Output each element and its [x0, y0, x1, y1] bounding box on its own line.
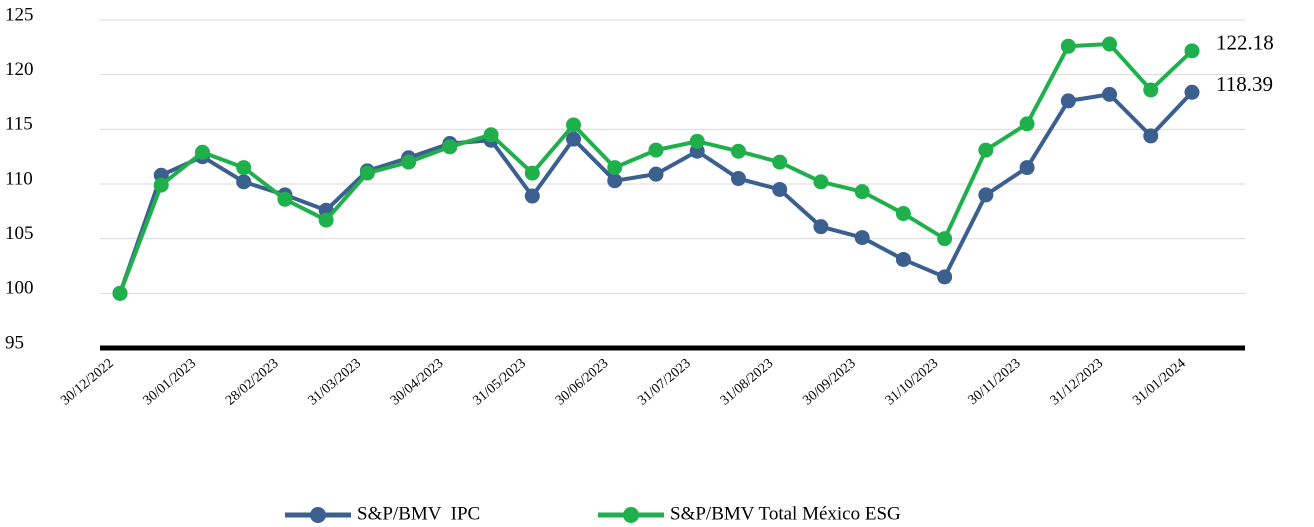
- data-point: [648, 142, 664, 158]
- x-tick-label: 31/12/2023: [1048, 356, 1107, 408]
- x-tick-label: 30/04/2023: [388, 356, 447, 408]
- data-point: [730, 171, 746, 187]
- y-tick-label: 125: [5, 4, 34, 25]
- data-point: [1102, 86, 1118, 102]
- x-tick-label: 28/02/2023: [223, 356, 282, 408]
- data-point: [359, 165, 375, 181]
- data-point: [524, 165, 540, 181]
- legend-label: S&P/BMV Total México ESG: [670, 503, 901, 524]
- data-point: [813, 219, 829, 235]
- data-point: [318, 212, 334, 228]
- x-tick-label: 30/01/2023: [141, 356, 200, 408]
- data-point: [401, 154, 417, 170]
- y-tick-label: 105: [5, 223, 34, 244]
- data-point: [112, 285, 128, 301]
- data-point: [772, 154, 788, 170]
- x-tick-label: 31/03/2023: [306, 356, 365, 408]
- data-point: [483, 127, 499, 143]
- data-point: [194, 144, 210, 160]
- data-point: [895, 251, 911, 267]
- data-point: [1184, 84, 1200, 100]
- data-point: [607, 173, 623, 189]
- data-point: [277, 191, 293, 207]
- data-point: [730, 143, 746, 159]
- x-tick-label: 30/12/2022: [58, 356, 117, 408]
- data-point: [607, 160, 623, 176]
- data-point: [1019, 116, 1035, 132]
- x-tick-label: 30/11/2023: [966, 356, 1024, 408]
- data-point: [1060, 93, 1076, 109]
- data-point: [772, 181, 788, 197]
- x-tick-label: 31/10/2023: [883, 356, 942, 408]
- data-point: [648, 166, 664, 182]
- y-tick-label: 100: [5, 278, 34, 299]
- data-point: [566, 117, 582, 133]
- data-point: [566, 131, 582, 147]
- y-tick-label: 115: [5, 114, 33, 135]
- data-point: [689, 133, 705, 149]
- data-point: [1143, 82, 1159, 98]
- data-point: [442, 139, 458, 155]
- data-point: [978, 187, 994, 203]
- data-point: [1184, 43, 1200, 59]
- data-point: [978, 142, 994, 158]
- data-point: [937, 269, 953, 285]
- data-label: 118.39: [1216, 72, 1273, 96]
- data-point: [1143, 128, 1159, 144]
- legend-label: S&P/BMV IPC: [357, 503, 480, 524]
- data-point: [1102, 36, 1118, 52]
- data-point: [854, 230, 870, 246]
- y-tick-label: 110: [5, 168, 33, 189]
- legend-marker: [310, 507, 326, 523]
- legend-marker: [623, 507, 639, 523]
- x-tick-label: 31/08/2023: [718, 356, 777, 408]
- data-point: [1060, 38, 1076, 54]
- data-point: [153, 177, 169, 193]
- x-tick-label: 31/05/2023: [470, 356, 529, 408]
- data-point: [937, 231, 953, 247]
- data-label: 122.18: [1216, 31, 1274, 55]
- x-tick-label: 30/09/2023: [800, 356, 859, 408]
- data-point: [524, 188, 540, 204]
- x-tick-label: 30/06/2023: [553, 356, 612, 408]
- data-point: [895, 206, 911, 222]
- data-point: [813, 174, 829, 190]
- x-tick-label: 31/07/2023: [635, 356, 694, 408]
- data-point: [854, 184, 870, 200]
- data-point: [236, 160, 252, 176]
- data-point: [1019, 160, 1035, 176]
- x-tick-label: 31/01/2024: [1130, 356, 1189, 408]
- data-point: [236, 174, 252, 190]
- y-tick-label: 95: [5, 332, 24, 353]
- y-tick-label: 120: [5, 59, 34, 80]
